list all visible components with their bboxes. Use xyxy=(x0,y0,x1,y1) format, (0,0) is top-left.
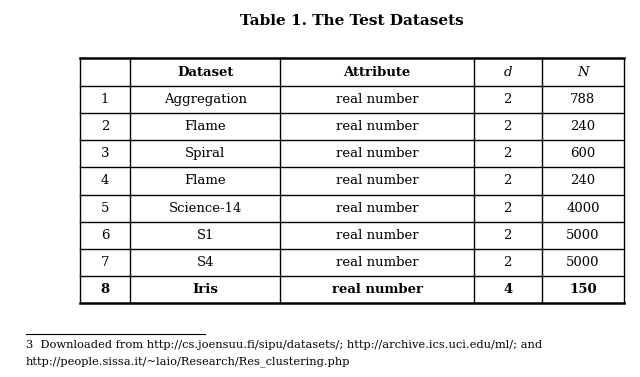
Text: Table 1. The Test Datasets: Table 1. The Test Datasets xyxy=(240,14,464,28)
Text: 4: 4 xyxy=(101,175,109,187)
Text: Flame: Flame xyxy=(184,120,226,133)
Text: Spiral: Spiral xyxy=(185,147,225,160)
Text: 6: 6 xyxy=(101,229,109,242)
Text: Dataset: Dataset xyxy=(177,66,234,78)
Text: 788: 788 xyxy=(570,93,595,106)
Text: real number: real number xyxy=(336,256,419,269)
Text: 150: 150 xyxy=(569,284,596,296)
Text: real number: real number xyxy=(336,175,419,187)
Text: real number: real number xyxy=(336,202,419,215)
Text: 2: 2 xyxy=(504,202,512,215)
Text: 2: 2 xyxy=(504,147,512,160)
Text: 3  Downloaded from http://cs.joensuu.fi/sipu/datasets/; http://archive.ics.uci.e: 3 Downloaded from http://cs.joensuu.fi/s… xyxy=(26,340,541,350)
Text: 5: 5 xyxy=(101,202,109,215)
Text: N: N xyxy=(577,66,589,78)
Text: real number: real number xyxy=(336,120,419,133)
Text: 5000: 5000 xyxy=(566,256,600,269)
Text: S1: S1 xyxy=(196,229,214,242)
Text: 1: 1 xyxy=(101,93,109,106)
Text: 4000: 4000 xyxy=(566,202,600,215)
Text: real number: real number xyxy=(336,147,419,160)
Text: 4: 4 xyxy=(503,284,512,296)
Text: real number: real number xyxy=(336,229,419,242)
Text: 2: 2 xyxy=(504,256,512,269)
Text: real number: real number xyxy=(332,284,422,296)
Text: 3: 3 xyxy=(101,147,109,160)
Text: S4: S4 xyxy=(196,256,214,269)
Text: 2: 2 xyxy=(504,229,512,242)
Text: real number: real number xyxy=(336,93,419,106)
Text: Aggregation: Aggregation xyxy=(164,93,247,106)
Text: d: d xyxy=(504,66,512,78)
Text: 2: 2 xyxy=(504,175,512,187)
Text: 240: 240 xyxy=(570,175,595,187)
Text: 2: 2 xyxy=(504,93,512,106)
Text: 2: 2 xyxy=(504,120,512,133)
Text: Attribute: Attribute xyxy=(344,66,411,78)
Text: 5000: 5000 xyxy=(566,229,600,242)
Text: 2: 2 xyxy=(101,120,109,133)
Text: 8: 8 xyxy=(100,284,109,296)
Text: Science-14: Science-14 xyxy=(168,202,242,215)
Text: 240: 240 xyxy=(570,120,595,133)
Text: Flame: Flame xyxy=(184,175,226,187)
Text: 7: 7 xyxy=(101,256,109,269)
Text: http://people.sissa.it/~laio/Research/Res_clustering.php: http://people.sissa.it/~laio/Research/Re… xyxy=(26,356,350,366)
Text: 600: 600 xyxy=(570,147,595,160)
Text: Iris: Iris xyxy=(193,284,218,296)
